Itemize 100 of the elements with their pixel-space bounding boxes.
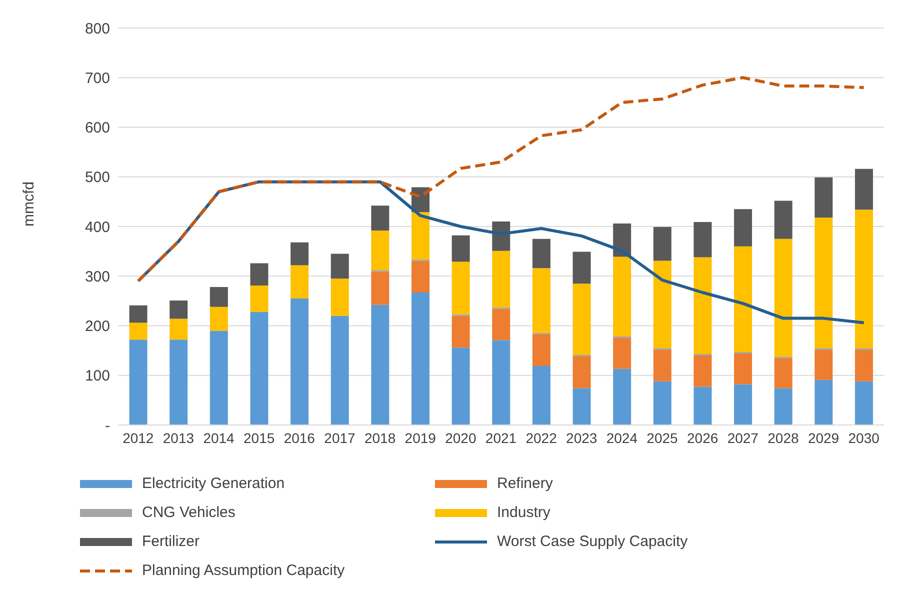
bar — [492, 250, 510, 308]
x-tick-label: 2024 — [606, 430, 638, 446]
bar — [371, 304, 390, 425]
bar — [613, 256, 632, 336]
bar — [129, 305, 148, 323]
y-tick-label: 100 — [84, 368, 110, 385]
bar — [412, 260, 430, 292]
bar — [170, 318, 188, 340]
legend-label: Planning Assumption Capacity — [142, 562, 345, 579]
line-series — [136, 76, 866, 283]
bar — [290, 265, 309, 298]
bar — [814, 177, 833, 218]
bar — [330, 316, 349, 425]
bar — [170, 300, 188, 319]
bar — [452, 235, 470, 262]
bar — [734, 354, 752, 384]
bar — [371, 206, 390, 230]
x-tick-label: 2016 — [284, 430, 316, 446]
bar — [774, 388, 792, 425]
x-tick-label: 2021 — [485, 430, 517, 446]
y-tick-label: 200 — [84, 318, 110, 336]
bar — [492, 340, 510, 425]
bar — [694, 356, 712, 387]
bar — [452, 262, 470, 314]
bar — [532, 334, 550, 366]
y-tick-label: 300 — [84, 268, 110, 286]
bar — [290, 242, 309, 266]
bar — [613, 338, 632, 369]
bar — [330, 254, 349, 279]
bar — [572, 252, 591, 284]
bar — [734, 384, 752, 425]
bar — [814, 380, 833, 425]
x-tick-label: 2027 — [727, 430, 759, 446]
bar — [371, 230, 390, 270]
bar — [250, 312, 268, 425]
bar — [774, 238, 792, 358]
y-tick-label: 800 — [84, 20, 110, 38]
x-tick-label: 2019 — [404, 430, 436, 446]
bar — [854, 350, 873, 382]
bar — [572, 284, 591, 356]
bar — [210, 306, 228, 331]
bar — [492, 308, 510, 340]
bar — [814, 218, 833, 348]
bar — [653, 260, 672, 348]
x-tick-label: 2025 — [646, 430, 678, 446]
x-tick-label: 2015 — [244, 430, 275, 446]
bar — [129, 322, 148, 340]
x-tick-label: 2018 — [364, 430, 396, 446]
bar — [774, 358, 792, 388]
bar — [532, 238, 550, 268]
x-tick-label: 2030 — [848, 430, 880, 446]
legend-label: Fertilizer — [142, 533, 200, 550]
bar — [412, 292, 430, 425]
x-tick-label: 2012 — [122, 430, 154, 446]
bar — [452, 348, 470, 425]
x-tick-label: 2022 — [526, 430, 558, 446]
x-tick-label: 2026 — [687, 430, 718, 446]
legend-label: Electricity Generation — [142, 475, 285, 492]
bar — [613, 224, 632, 257]
bar — [653, 350, 672, 382]
legend-label: CNG Vehicles — [142, 504, 236, 521]
bar — [412, 212, 430, 260]
bar — [210, 287, 228, 307]
legend-label: Refinery — [497, 475, 553, 492]
bar — [170, 340, 188, 425]
bar — [854, 210, 873, 348]
bar — [210, 330, 228, 425]
bar — [452, 316, 470, 348]
bar — [330, 278, 349, 316]
bar — [814, 350, 833, 380]
y-tick-label: 700 — [84, 70, 110, 87]
x-tick-label: 2023 — [566, 430, 598, 446]
legend-label: Industry — [497, 504, 550, 521]
x-tick-label: 2029 — [808, 430, 840, 446]
bar — [734, 209, 752, 246]
bar — [572, 388, 591, 425]
bar — [854, 168, 873, 210]
y-axis-title: mmcfd — [20, 182, 38, 226]
bar — [129, 340, 148, 425]
legend-label: Worst Case Supply Capacity — [497, 533, 688, 550]
x-tick-label: 2014 — [203, 430, 235, 446]
bar — [694, 222, 712, 258]
bar — [572, 356, 591, 388]
bar — [734, 246, 752, 352]
bar — [694, 257, 712, 354]
x-tick-label: 2028 — [768, 430, 799, 446]
y-tick-label: - — [105, 417, 110, 434]
bar — [250, 263, 268, 286]
bar — [532, 366, 550, 425]
x-tick-label: 2013 — [162, 430, 194, 446]
y-tick-label: 400 — [84, 218, 110, 236]
bar — [774, 200, 792, 239]
bar — [653, 381, 672, 425]
bar — [532, 268, 550, 333]
bar — [653, 226, 672, 261]
bar — [371, 272, 390, 305]
bar — [250, 286, 268, 312]
x-tick-label: 2020 — [445, 430, 476, 446]
y-tick-label: 500 — [84, 169, 110, 186]
bar — [613, 368, 632, 425]
